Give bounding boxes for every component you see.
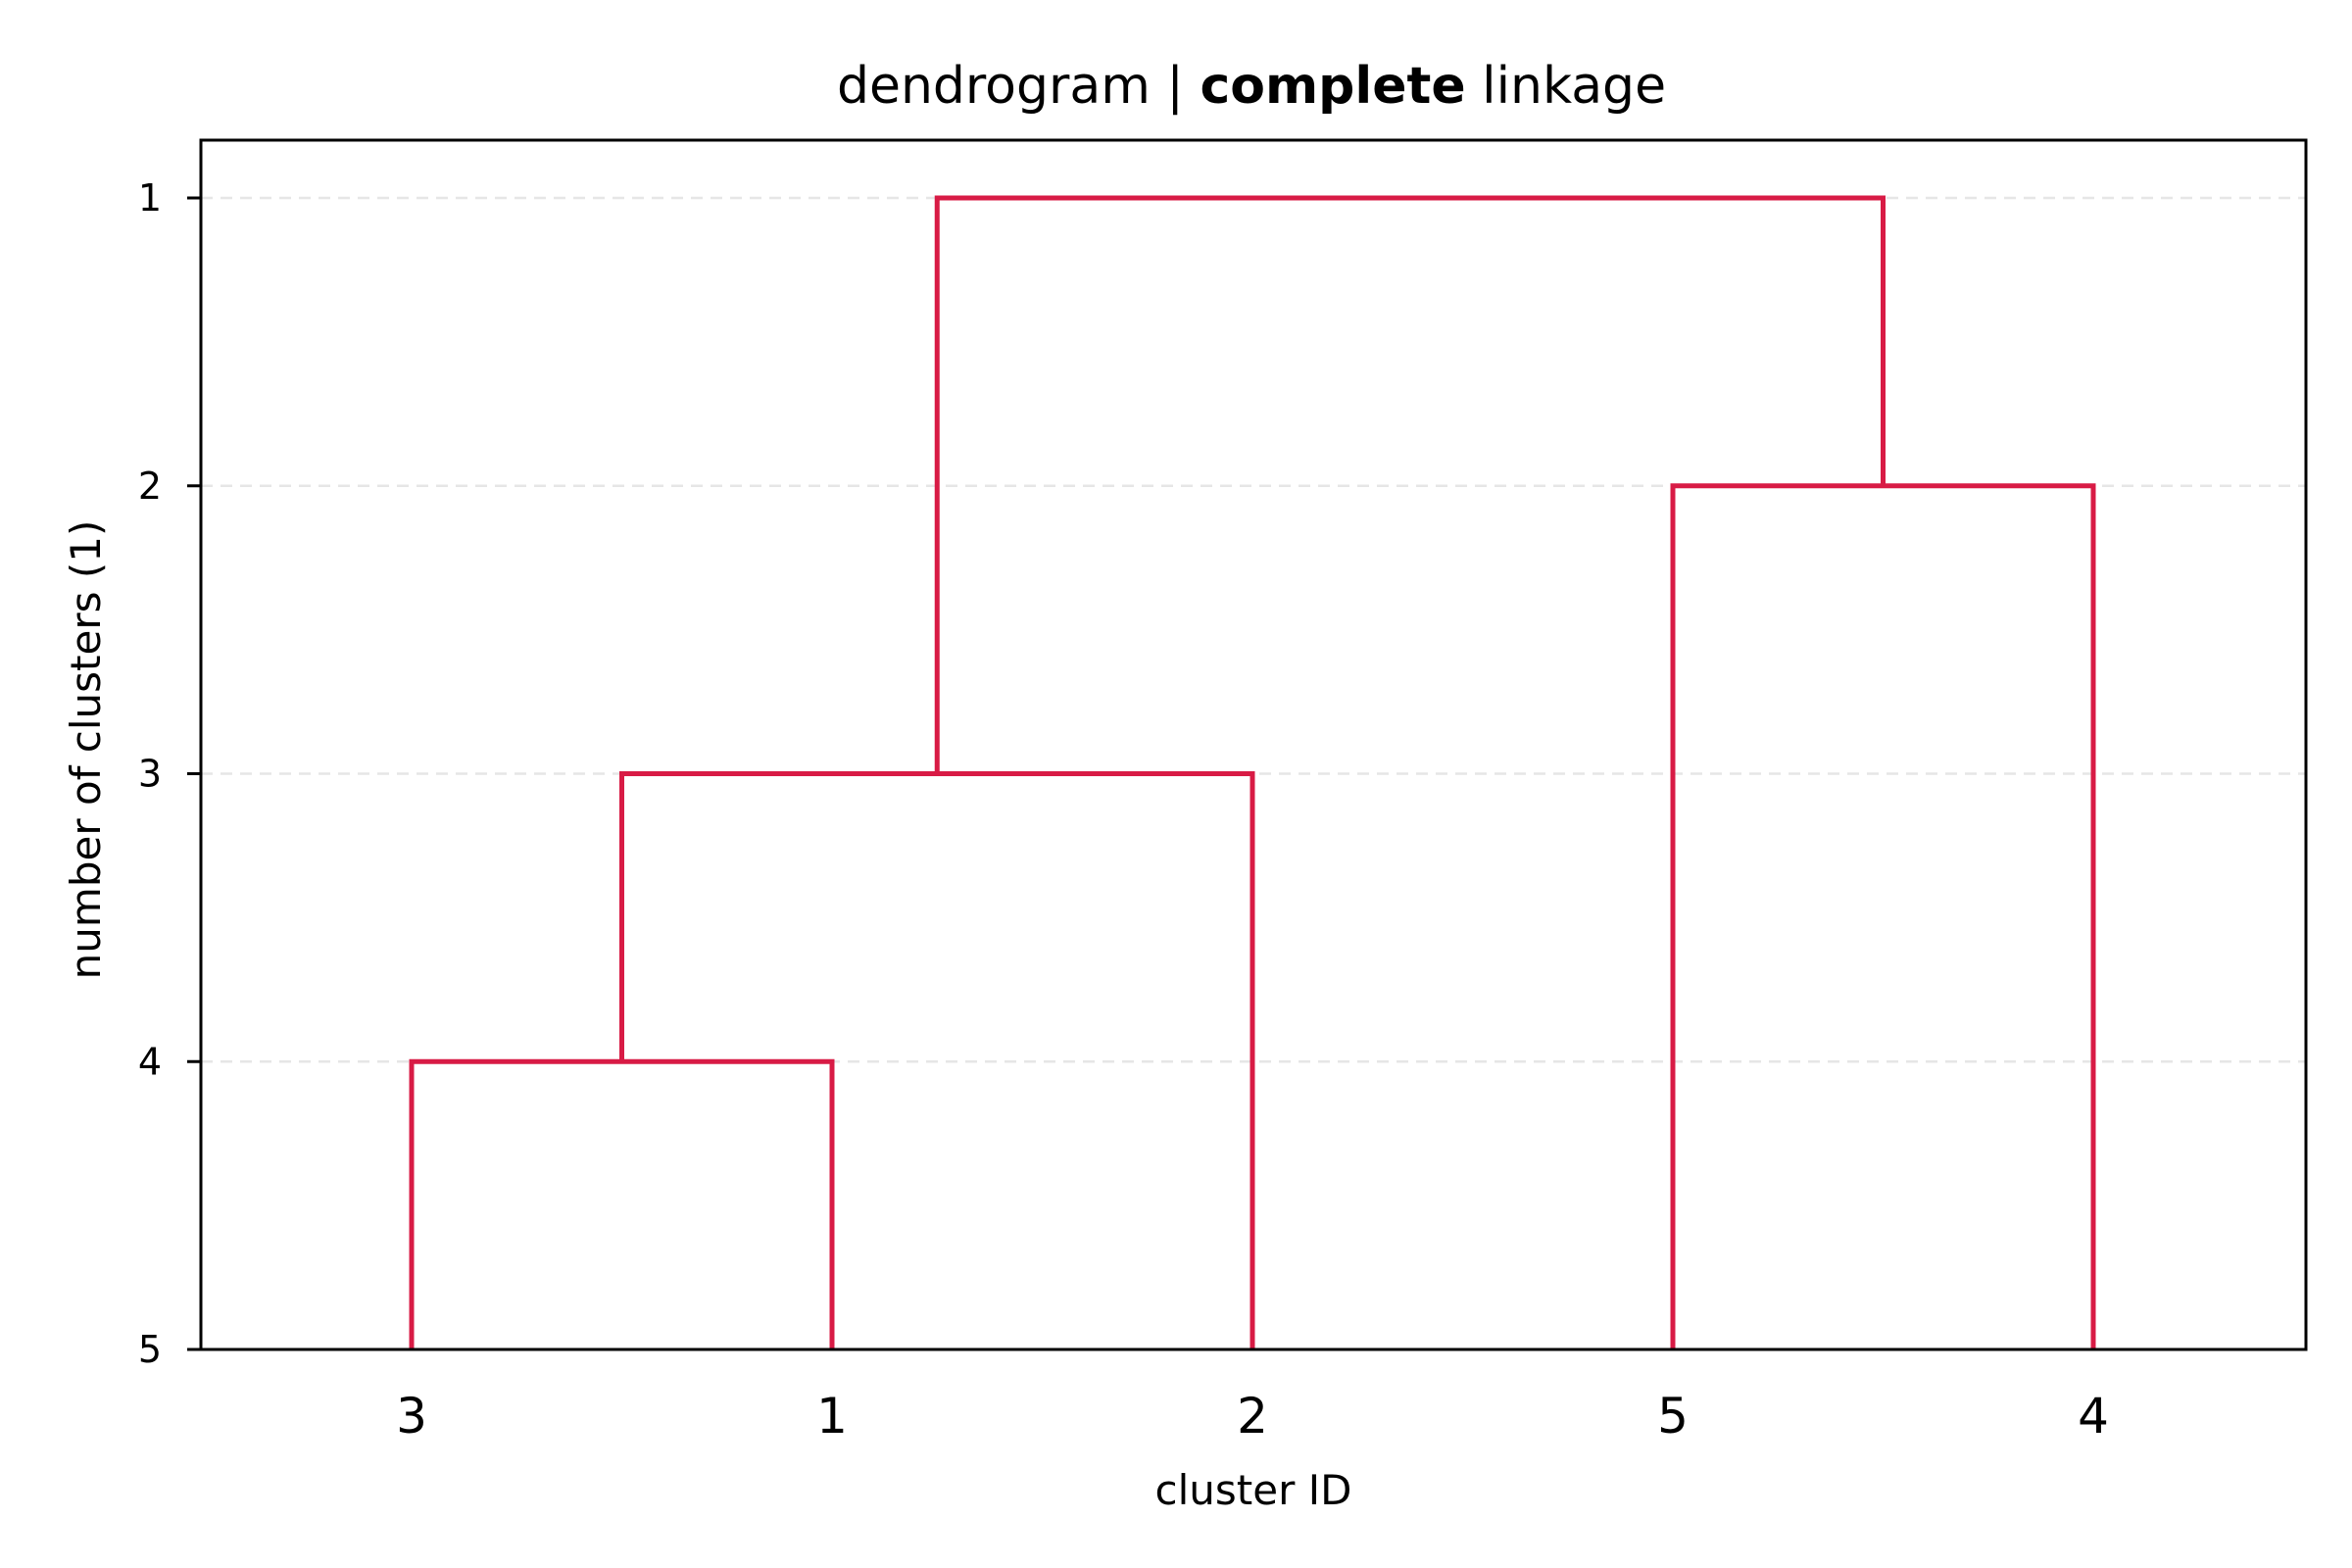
x-tick-label-1: 1 — [816, 1388, 848, 1445]
x-tick-label-2: 2 — [1237, 1388, 1268, 1445]
dendrogram-links — [409, 195, 2096, 1349]
y-tick-label-1: 1 — [138, 176, 162, 220]
chart-title: dendrogram | complete linkage — [837, 57, 1666, 116]
x-axis-ticks: 3 1 2 5 4 — [396, 1388, 2109, 1445]
dendrogram-link-1 — [409, 1058, 835, 1349]
y-tick-label-2: 2 — [138, 465, 162, 508]
title-part-suffix: linkage — [1466, 57, 1666, 116]
y-tick-label-4: 4 — [138, 1040, 162, 1083]
x-tick-label-5: 5 — [1657, 1388, 1689, 1445]
x-tick-label-4: 4 — [2078, 1388, 2109, 1445]
x-axis-label: cluster ID — [1155, 1466, 1352, 1514]
y-tick-label-5: 5 — [138, 1328, 162, 1371]
dendrogram-link-3 — [1670, 483, 2096, 1349]
x-tick-label-3: 3 — [396, 1388, 427, 1445]
dendrogram-link-4 — [934, 195, 1886, 774]
title-part-method: complete — [1200, 57, 1465, 116]
y-axis-ticks: 1 2 3 4 5 — [138, 176, 201, 1371]
y-axis-label: number of clusters (1) — [62, 520, 110, 980]
y-tick-label-3: 3 — [138, 753, 162, 796]
title-part-prefix: dendrogram | — [837, 57, 1200, 116]
plot-frame — [199, 138, 2308, 1351]
